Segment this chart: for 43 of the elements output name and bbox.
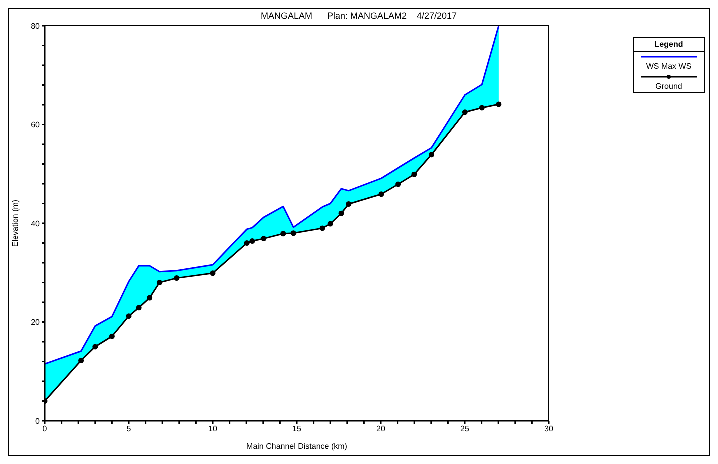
- y-tick-label: 60: [31, 120, 41, 130]
- point: [412, 172, 418, 178]
- x-tick-label: 15: [292, 424, 302, 434]
- x-tick-label: 30: [544, 424, 554, 434]
- point: [109, 334, 115, 340]
- point: [338, 210, 344, 216]
- x-tick-label: 25: [460, 424, 470, 434]
- point: [92, 344, 98, 350]
- point: [156, 280, 162, 286]
- point: [78, 358, 84, 364]
- legend-label: Ground: [654, 82, 684, 91]
- point: [290, 230, 296, 236]
- legend-title: Legend: [634, 38, 704, 52]
- point: [479, 105, 485, 111]
- point: [136, 305, 142, 311]
- point: [320, 226, 326, 232]
- x-tick-label: 10: [208, 424, 218, 434]
- point: [396, 182, 402, 188]
- point: [147, 295, 153, 301]
- x-tick-label: 5: [126, 424, 132, 434]
- y-tick-label: 20: [31, 318, 41, 328]
- point: [280, 231, 286, 237]
- point: [261, 236, 267, 242]
- y-tick-label: 40: [31, 219, 41, 228]
- point: [210, 270, 216, 276]
- x-axis-title: Main Channel Distance (km): [246, 442, 348, 451]
- point: [462, 110, 468, 116]
- point: [346, 201, 352, 207]
- point: [428, 152, 434, 158]
- y-axis-title: Elevation (m): [10, 200, 20, 248]
- y-tick-label: 0: [36, 416, 41, 426]
- point: [244, 240, 250, 246]
- text: WS Max WS: [645, 62, 693, 71]
- point: [250, 238, 256, 244]
- point: [378, 192, 384, 198]
- x-tick-label: 0: [42, 424, 48, 434]
- y-tick-label: 80: [31, 22, 41, 31]
- point: [126, 314, 132, 320]
- x-tick-label: 20: [376, 424, 386, 434]
- point: [496, 102, 502, 108]
- point: [328, 221, 334, 227]
- point: [174, 276, 180, 282]
- chart-title: MANGALAM Plan: MANGALAM2 4/27/2017: [260, 10, 458, 23]
